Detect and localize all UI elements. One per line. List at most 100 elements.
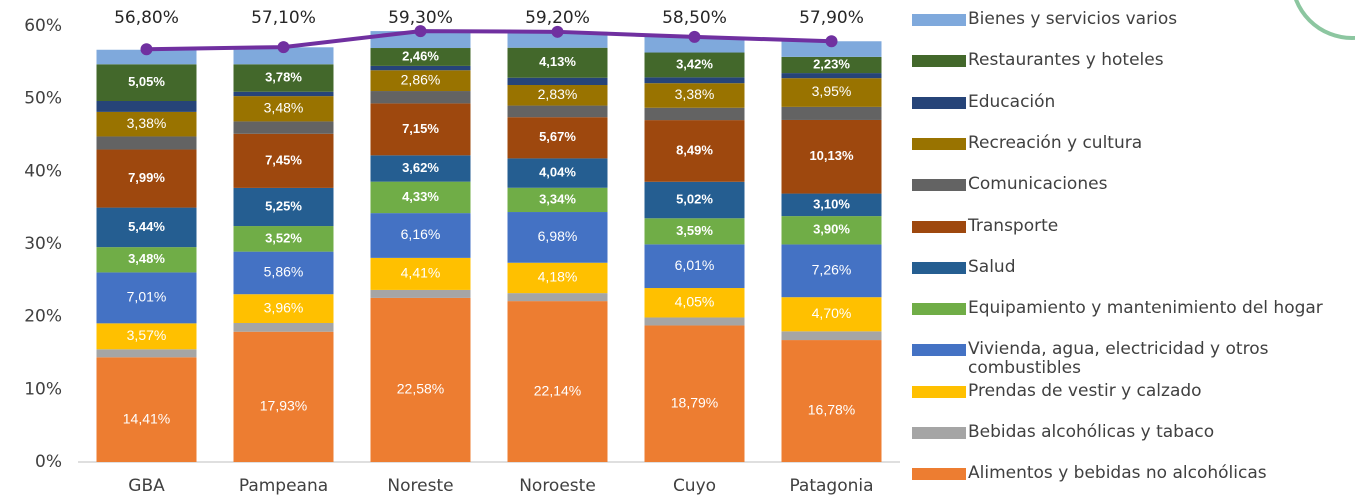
x-tick-label: Patagonia [789,476,873,496]
bar-segment [233,322,334,332]
bar-segment [644,288,745,318]
legend-swatch [912,303,966,316]
legend-swatch [912,261,966,274]
bar-segment [233,331,334,462]
data-label: 3,34% [539,191,576,206]
bar-segment [507,187,608,213]
bar-segment [781,216,882,245]
bar-segment [370,289,471,298]
bar-segment [507,301,608,462]
data-label: 3,62% [402,160,439,175]
bar-segment [370,297,471,462]
y-tick-label: 30% [24,234,62,254]
bar-segment [233,226,334,252]
data-label: 3,90% [813,222,850,237]
bar-segment [96,323,197,350]
data-label: 22,58% [397,381,444,397]
data-label: 7,26% [812,262,852,278]
bar-segment [96,100,197,112]
data-label: 18,79% [671,394,718,410]
data-label: 3,78% [265,69,302,84]
bar-segment [370,70,471,92]
data-label: 7,45% [265,152,302,167]
data-label: 3,52% [265,230,302,245]
bar-segment [96,357,197,462]
legend-swatch [912,344,966,357]
legend-swatch [912,179,966,192]
legend-item: Bebidas alcohólicas y tabaco [912,423,1352,442]
line-marker [688,30,701,43]
data-label: 10,13% [809,148,854,163]
bar-segment [781,193,882,217]
legend-label: Bebidas alcohólicas y tabaco [968,422,1215,442]
bar-segment [370,48,471,66]
data-label: 59,30% [388,8,453,28]
bar-segment [370,91,471,104]
bar-segment [96,149,197,208]
data-label: 59,20% [525,8,590,28]
bar-segment [96,207,197,248]
line [146,29,832,52]
x-tick-label: Cuyo [673,476,716,496]
bar-segment [781,244,882,298]
data-label: 2,86% [401,71,441,87]
legend-swatch [912,55,966,68]
line-marker [551,25,564,38]
bar-segment [781,331,882,341]
legend-item: Restaurantes y hoteles [912,51,1352,70]
legend-label: Alimentos y bebidas no alcohólicas [968,463,1267,484]
data-label: 5,02% [676,191,713,206]
data-label: 2,23% [813,56,850,71]
bar-segment [233,294,334,323]
data-label: 3,95% [812,83,852,99]
bar-segment [781,297,882,332]
bar-segment [781,106,882,120]
data-label: 14,41% [123,410,170,426]
data-label: 16,78% [808,402,855,418]
data-label: 2,46% [402,48,439,63]
bar-segment [96,111,197,137]
legend-item: Recreación y cultura [912,132,1352,153]
data-label: 3,48% [128,251,165,266]
y-tick-label: 0% [35,452,62,472]
data-label: 5,86% [264,264,304,280]
bar-segment [781,56,882,74]
legend-item: Equipamiento y mantenimiento del hogar [912,299,1352,318]
bar-segment [781,78,882,107]
bar-segment [644,317,745,326]
legend-swatch [912,385,966,398]
data-label: 3,38% [127,115,167,131]
bar-segment [370,213,471,258]
legend-item: Educación [912,91,1352,112]
bar-segment [233,64,334,92]
bar-segment [644,244,745,289]
data-label: 3,96% [264,299,304,315]
decoration [1294,0,1355,40]
bar-segment [233,121,334,134]
bar-segment [507,77,608,86]
bar-segment [96,64,197,101]
bar-segment [507,293,608,302]
legend-swatch [912,220,966,233]
bar-segment [96,272,197,324]
data-label: 57,90% [799,8,864,28]
legend-label: Vivienda, agua, electricidad y otros com… [968,339,1269,379]
bar-segment [507,158,608,188]
data-label: 3,59% [676,223,713,238]
legend-label: Educación [968,91,1056,112]
x-tick-label: Noroeste [519,476,596,496]
data-label: 5,44% [128,219,165,234]
legend-item: Vivienda, agua, electricidad y otros com… [912,340,1352,378]
line-marker [414,25,427,38]
bar-segment [370,181,471,214]
bar-segment [370,155,471,182]
legend-label: Comunicaciones [968,174,1108,195]
y-tick-label: 40% [24,161,62,181]
data-label: 17,93% [260,398,307,414]
bar-segment [507,262,608,294]
bar-segment [644,120,745,182]
data-label: 4,18% [538,269,578,285]
bar-segment [507,31,608,48]
legend-label: Recreación y cultura [968,132,1143,153]
